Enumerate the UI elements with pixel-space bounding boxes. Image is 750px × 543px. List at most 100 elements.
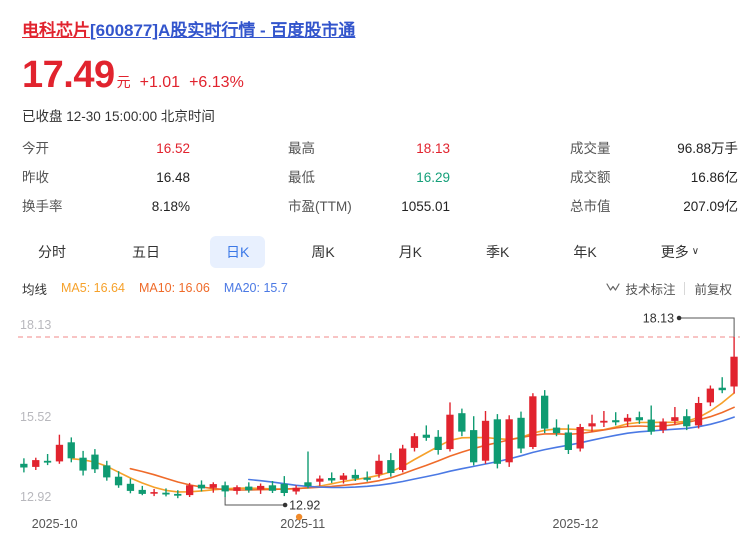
stat-label: 成交量 — [570, 141, 611, 156]
price-block: 17.49 元 +1.01 +6.13% — [22, 56, 244, 94]
tab-fenshi[interactable]: 分时 — [38, 244, 66, 260]
tab-weekly-k[interactable]: 周K — [311, 244, 335, 260]
candlestick — [221, 481, 229, 497]
candlestick — [174, 490, 182, 499]
stock-name-link[interactable]: 电科芯片 — [22, 21, 90, 40]
market-status: 已收盘 12-30 15:00:00 北京时间 — [22, 105, 215, 125]
chart-annotations: 18.13 12.92 — [224, 312, 735, 521]
chart-period-tabs: 分时 五日 日K 周K 月K 季K 年K 更多 ∨ — [0, 232, 750, 272]
ma-line-ma5 — [70, 392, 735, 493]
stats-column-2: 最高 18.13 最低 16.29 市盈(TTM) 1055.01 — [288, 137, 570, 215]
stat-label: 总市值 — [570, 199, 611, 214]
candlestick — [683, 409, 691, 431]
candlestick — [730, 337, 738, 394]
candlestick — [541, 390, 549, 434]
chart-tools: 技术标注 前复权 — [606, 279, 750, 298]
adjust-mode-button[interactable]: 前复权 — [694, 282, 732, 297]
tools-divider — [684, 281, 686, 295]
candlestick — [339, 473, 348, 484]
stats-column-1: 今开 16.52 昨收 16.48 换手率 8.18% — [0, 137, 288, 215]
candlestick — [162, 488, 170, 497]
candlestick — [399, 444, 407, 473]
low-annotation-label: 12.92 — [289, 499, 320, 513]
candlestick — [268, 481, 277, 493]
candlestick — [659, 418, 667, 434]
ma-legend: 均线 MA5: 16.64 MA10: 16.06 MA20: 15.7 — [0, 279, 288, 298]
high-annotation: 18.13 — [643, 312, 735, 337]
candlestick — [257, 483, 265, 494]
stat-label: 市盈(TTM) — [288, 199, 352, 214]
page-title: 电科芯片[600877]A股实时行情 - 百度股市通 — [22, 16, 355, 41]
price-change-percent: +6.13% — [189, 74, 244, 91]
candlestick — [316, 475, 324, 486]
candlestick — [517, 411, 525, 454]
candlestick — [304, 451, 312, 489]
stat-prev-close: 昨收 16.48 — [22, 166, 288, 186]
candlestick — [245, 482, 253, 493]
tab-yearly-k[interactable]: 年K — [573, 244, 597, 260]
ma-legend-title: 均线 — [22, 282, 48, 297]
candlestick — [20, 458, 28, 473]
price-unit: 元 — [116, 74, 131, 90]
candlestick — [280, 476, 288, 497]
tab-daily-k[interactable]: 日K — [210, 236, 266, 268]
y-axis-tick: 18.13 — [20, 318, 51, 332]
candlestick — [197, 480, 206, 492]
tab-five-day[interactable]: 五日 — [132, 244, 160, 260]
stat-label: 成交额 — [570, 170, 611, 185]
annotation-icon — [606, 283, 621, 291]
candlestick — [529, 393, 537, 450]
stat-value: 16.48 — [156, 170, 190, 185]
stock-code-title-link[interactable]: [600877]A股实时行情 - 百度股市通 — [90, 21, 356, 40]
kline-svg[interactable]: 18.13 15.52 12.92 2025-10 2025-11 2025-12 18.… — [0, 302, 750, 543]
x-axis-tick: 2025-12 — [553, 517, 599, 531]
stats-grid: 今开 16.52 昨收 16.48 换手率 8.18% 最高 18.13 最低 … — [0, 137, 750, 215]
stat-high: 最高 18.13 — [288, 137, 570, 157]
candlestick — [79, 450, 87, 476]
candlestick — [186, 482, 194, 497]
tech-annotation-label: 技术标注 — [625, 282, 676, 297]
stat-value: 16.86亿 — [690, 170, 738, 185]
candlestick — [635, 411, 643, 424]
y-axis-tick: 15.52 — [20, 410, 51, 424]
tab-quarterly-k[interactable]: 季K — [486, 244, 510, 260]
tab-more[interactable]: 更多 ∨ — [645, 236, 715, 268]
candlestick — [103, 460, 111, 481]
stat-low: 最低 16.29 — [288, 166, 570, 186]
candlestick — [150, 489, 158, 497]
candlestick — [114, 471, 123, 488]
candlestick — [43, 454, 52, 466]
stat-value: 96.88万手 — [677, 141, 738, 156]
tech-annotation-button[interactable]: 技术标注 — [606, 279, 675, 298]
market-status-label: 已收盘 — [22, 109, 63, 124]
kline-chart[interactable]: 18.13 15.52 12.92 2025-10 2025-11 2025-12 18.… — [0, 302, 750, 543]
candlestick — [363, 471, 371, 482]
candlestick — [576, 423, 584, 452]
current-price: 17.49 — [22, 54, 115, 96]
stat-turnover-rate: 换手率 8.18% — [22, 195, 288, 215]
candlestick — [434, 430, 442, 455]
ma5-legend: MA5: 16.64 — [61, 281, 125, 295]
tab-monthly-k[interactable]: 月K — [398, 244, 423, 260]
stat-label: 今开 — [22, 141, 49, 156]
stat-value: 1055.01 — [401, 199, 450, 214]
candlestick — [694, 396, 703, 429]
stat-open: 今开 16.52 — [22, 137, 288, 157]
candlestick — [612, 412, 620, 426]
ma-legend-row: 均线 MA5: 16.64 MA10: 16.06 MA20: 15.7 技术标… — [0, 276, 750, 300]
candlestick — [422, 425, 430, 441]
candlestick — [410, 433, 419, 452]
candlestick — [138, 485, 146, 496]
candlestick — [387, 453, 395, 477]
candlestick — [647, 405, 655, 435]
low-annotation: 12.92 — [224, 497, 320, 521]
stat-value: 207.09亿 — [683, 199, 738, 214]
ma-line-ma10 — [129, 406, 735, 491]
stat-label: 最低 — [288, 170, 315, 185]
candlestick — [458, 408, 466, 437]
candlestick — [706, 385, 714, 407]
price-change: +1.01 — [139, 74, 181, 91]
candlestick — [564, 424, 572, 454]
candlestick — [588, 414, 596, 432]
